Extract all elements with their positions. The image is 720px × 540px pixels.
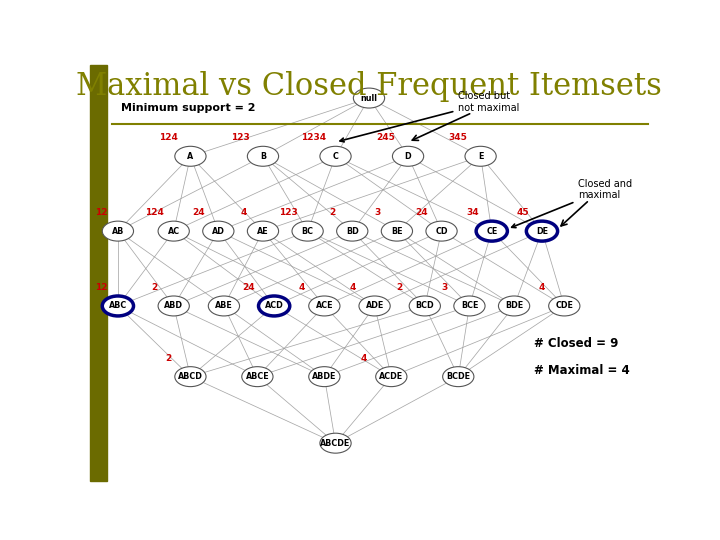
Text: BC: BC (302, 227, 314, 235)
Ellipse shape (175, 367, 206, 387)
Ellipse shape (242, 367, 273, 387)
Ellipse shape (102, 296, 133, 316)
Ellipse shape (426, 221, 457, 241)
Text: AE: AE (257, 227, 269, 235)
Ellipse shape (526, 221, 557, 241)
Ellipse shape (158, 296, 189, 316)
Text: 123: 123 (279, 208, 297, 217)
Text: DE: DE (536, 227, 548, 235)
Ellipse shape (465, 146, 496, 166)
Ellipse shape (309, 296, 340, 316)
Text: AD: AD (212, 227, 225, 235)
Ellipse shape (498, 296, 530, 316)
Ellipse shape (309, 367, 340, 387)
FancyBboxPatch shape (90, 65, 107, 481)
Text: ACDE: ACDE (379, 372, 403, 381)
Text: 124: 124 (158, 133, 178, 142)
Text: 4: 4 (349, 283, 356, 292)
Text: ADE: ADE (366, 301, 384, 310)
Ellipse shape (409, 296, 441, 316)
Text: 2: 2 (151, 283, 157, 292)
Text: ABC: ABC (109, 301, 127, 310)
Text: 345: 345 (449, 133, 468, 142)
Ellipse shape (549, 296, 580, 316)
Ellipse shape (454, 296, 485, 316)
Text: 24: 24 (243, 283, 256, 292)
Text: Closed and
maximal: Closed and maximal (512, 179, 632, 228)
Ellipse shape (320, 146, 351, 166)
Text: BDE: BDE (505, 301, 523, 310)
Text: ACE: ACE (315, 301, 333, 310)
Ellipse shape (102, 221, 133, 241)
Ellipse shape (382, 221, 413, 241)
Text: # Closed = 9: # Closed = 9 (534, 337, 618, 350)
Text: 3: 3 (441, 283, 447, 292)
Text: ABCDE: ABCDE (320, 438, 351, 448)
Ellipse shape (337, 221, 368, 241)
Text: 2: 2 (330, 208, 336, 217)
Ellipse shape (443, 367, 474, 387)
Text: ABCE: ABCE (246, 372, 269, 381)
Text: BD: BD (346, 227, 359, 235)
Ellipse shape (248, 221, 279, 241)
Text: BCDE: BCDE (446, 372, 470, 381)
Text: 123: 123 (231, 133, 250, 142)
Ellipse shape (476, 221, 508, 241)
Text: 4: 4 (299, 283, 305, 292)
Text: 45: 45 (516, 208, 528, 217)
Text: 34: 34 (466, 208, 479, 217)
Text: 245: 245 (377, 133, 395, 142)
Text: D: D (405, 152, 411, 161)
Text: 24: 24 (415, 208, 428, 217)
Text: A: A (187, 152, 194, 161)
Ellipse shape (359, 296, 390, 316)
Text: 12: 12 (95, 283, 107, 292)
Ellipse shape (292, 221, 323, 241)
Text: 2: 2 (397, 283, 402, 292)
Text: null: null (361, 93, 377, 103)
Text: BCD: BCD (415, 301, 434, 310)
Text: 4: 4 (539, 283, 545, 292)
Text: Closed but
not maximal: Closed but not maximal (340, 91, 520, 142)
Text: AC: AC (168, 227, 180, 235)
Text: 4: 4 (240, 208, 247, 217)
Ellipse shape (175, 146, 206, 166)
Text: Minimum support = 2: Minimum support = 2 (121, 103, 255, 113)
Text: ABE: ABE (215, 301, 233, 310)
Text: 1234: 1234 (301, 133, 325, 142)
Text: Maximal vs Closed Frequent Itemsets: Maximal vs Closed Frequent Itemsets (76, 71, 662, 102)
Ellipse shape (354, 88, 384, 108)
Text: CDE: CDE (555, 301, 573, 310)
Text: ACD: ACD (265, 301, 284, 310)
Text: 124: 124 (145, 208, 163, 217)
Text: CE: CE (486, 227, 498, 235)
Text: 24: 24 (192, 208, 205, 217)
Text: BCE: BCE (461, 301, 478, 310)
Text: ABCD: ABCD (178, 372, 203, 381)
Ellipse shape (158, 221, 189, 241)
Text: ABD: ABD (164, 301, 183, 310)
Ellipse shape (392, 146, 423, 166)
Ellipse shape (376, 367, 407, 387)
Text: 3: 3 (374, 208, 380, 217)
Text: E: E (478, 152, 483, 161)
Ellipse shape (248, 146, 279, 166)
Text: 4: 4 (360, 354, 366, 363)
Text: 12: 12 (95, 208, 107, 217)
Text: 2: 2 (165, 354, 171, 363)
Text: ABDE: ABDE (312, 372, 336, 381)
Text: BE: BE (391, 227, 402, 235)
Text: AB: AB (112, 227, 124, 235)
Text: # Maximal = 4: # Maximal = 4 (534, 364, 629, 377)
Ellipse shape (258, 296, 289, 316)
Text: B: B (260, 152, 266, 161)
Ellipse shape (203, 221, 234, 241)
Text: CD: CD (436, 227, 448, 235)
Ellipse shape (320, 433, 351, 453)
Text: C: C (333, 152, 338, 161)
Ellipse shape (208, 296, 240, 316)
